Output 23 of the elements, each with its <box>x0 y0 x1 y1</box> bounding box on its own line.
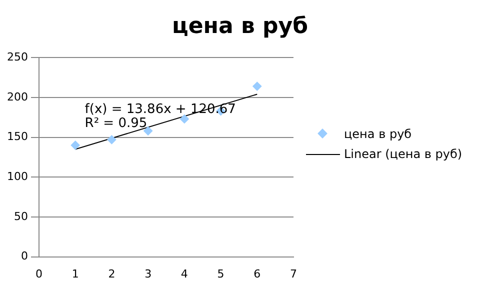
point <box>107 135 116 144</box>
y-tick-label: 150 <box>6 130 28 144</box>
x-tick-label: 3 <box>144 267 152 280</box>
x-tick-label: 1 <box>72 267 79 280</box>
x-tick-label: 7 <box>290 267 297 280</box>
annotation: R² = 0.95 <box>84 116 148 131</box>
y-tick-label: 50 <box>14 210 28 223</box>
point <box>70 140 80 150</box>
chart-title: цена в руб <box>171 14 309 39</box>
x-tick-label: 4 <box>180 267 188 280</box>
legend-label: Linear (цена в руб) <box>344 147 462 161</box>
point <box>180 114 189 124</box>
y-tick-label: 200 <box>6 90 28 104</box>
x-tick-label: 5 <box>217 267 224 280</box>
y-tick-label: 0 <box>20 250 28 263</box>
point <box>144 126 153 136</box>
x-tick-label: 0 <box>35 267 42 280</box>
x-tick-label: 6 <box>254 267 261 280</box>
legend-label: цена в руб <box>344 127 412 141</box>
x-tick-label: 2 <box>108 267 116 280</box>
y-tick-label: 250 <box>6 50 28 64</box>
point <box>252 82 262 91</box>
y-tick-label: 100 <box>6 170 28 183</box>
